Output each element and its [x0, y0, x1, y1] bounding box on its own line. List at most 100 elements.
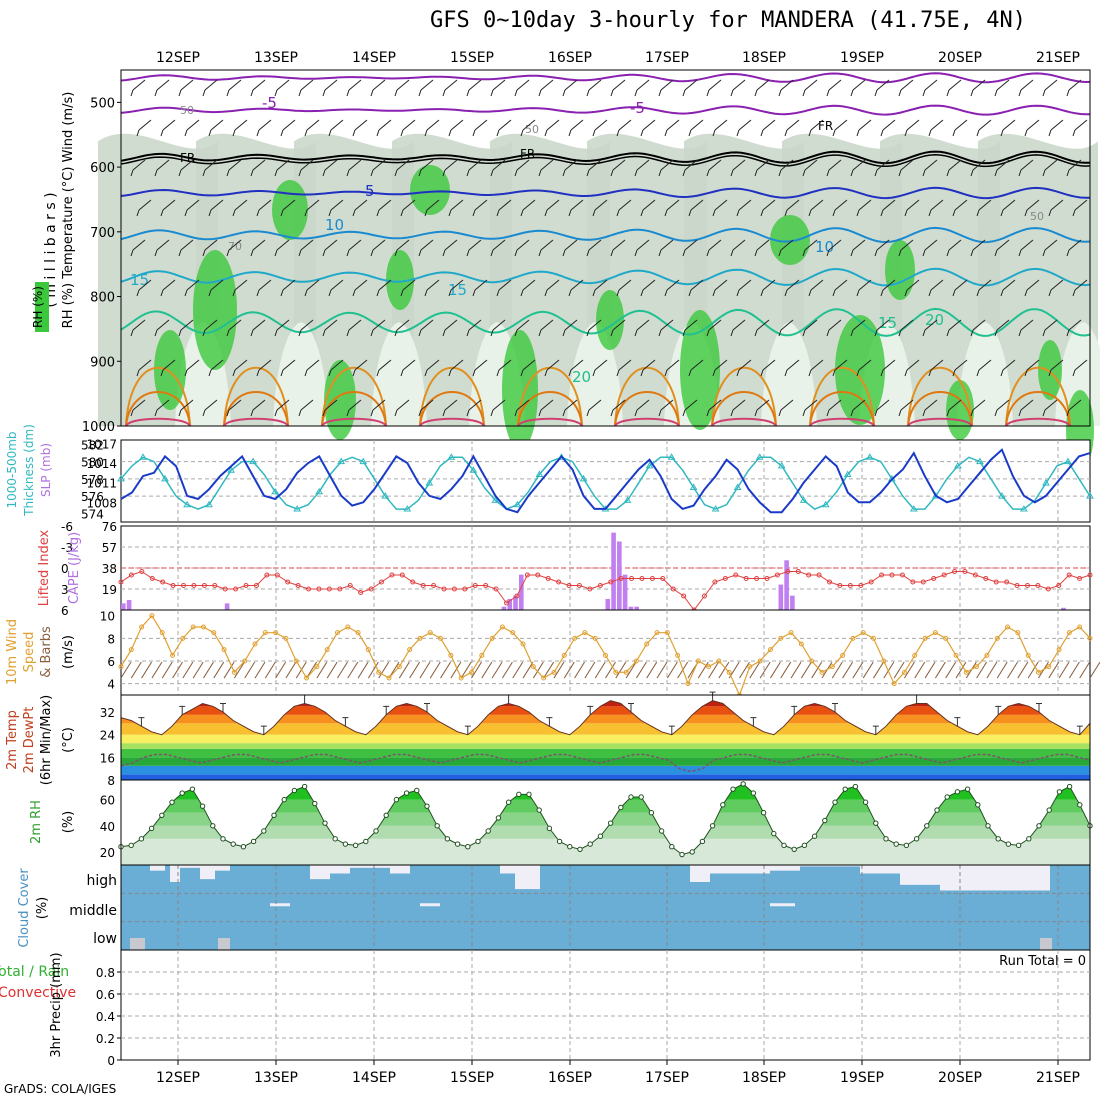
- wind-barb: [514, 159, 530, 177]
- temp-band: [121, 774, 1090, 780]
- p2-right-tick-label: 1017: [86, 437, 117, 451]
- temp-band: [121, 723, 1090, 735]
- surface-wind-barb: [471, 661, 482, 679]
- wind-barb: [826, 239, 842, 257]
- top-date-label: 19SEP: [840, 50, 884, 66]
- top-date-label: 21SEP: [1036, 50, 1080, 66]
- wind-barb: [826, 159, 842, 177]
- rh-humid-region: [680, 310, 720, 430]
- li-marker: [233, 586, 239, 592]
- surface-wind-barb: [501, 661, 513, 679]
- bottom-date-label: 12SEP: [156, 1070, 200, 1086]
- wind-marker: [479, 652, 485, 658]
- cape-bar: [784, 560, 789, 610]
- wind-barb: [160, 279, 176, 297]
- bottom-date-label: 15SEP: [450, 1070, 494, 1086]
- p2-left-tick-label: 580: [81, 456, 104, 470]
- surface-wind-barb: [254, 661, 266, 679]
- contour-label-15: 15: [878, 314, 897, 332]
- surface-wind-barb: [780, 661, 792, 679]
- li-marker: [504, 600, 510, 606]
- surface-wind-barb: [1007, 661, 1018, 679]
- surface-wind-barb: [996, 661, 1008, 679]
- temp-band: [121, 714, 1090, 724]
- wind-barb: [754, 399, 770, 417]
- wind-barb: [850, 319, 866, 337]
- wind-marker: [520, 641, 526, 647]
- wind-barb: [568, 279, 584, 297]
- wind-barb: [538, 399, 554, 417]
- rh-marker: [720, 802, 726, 808]
- p2-right-tick-label: 1014: [86, 457, 117, 471]
- wind-barb: [250, 399, 266, 417]
- wind-barb: [640, 119, 656, 137]
- wind-marker: [881, 658, 887, 664]
- temp-minmax-whisker: [587, 705, 594, 715]
- temp-warm-arch: [1005, 417, 1071, 427]
- p6-ylabel-a: 2m RH: [29, 800, 44, 844]
- wind-barb: [202, 319, 218, 337]
- wind-marker: [242, 658, 248, 664]
- li-marker: [472, 583, 478, 588]
- li-marker: [795, 569, 801, 574]
- wind-barb: [928, 199, 944, 217]
- contour-label-20: 20: [925, 311, 944, 329]
- p3-left-tick-label: -6: [61, 520, 73, 534]
- bottom-date-label: 21SEP: [1036, 1070, 1080, 1086]
- surface-wind-barb: [409, 661, 421, 679]
- thickness-marker: [645, 461, 654, 469]
- wind-barb: [226, 319, 242, 337]
- temp-band: [121, 743, 1090, 749]
- surface-wind-barb: [934, 661, 946, 679]
- rh-marker: [485, 828, 491, 834]
- wind-barb: [232, 359, 248, 377]
- cloud-clear-high: [390, 865, 410, 874]
- wind-marker: [324, 647, 330, 653]
- surface-wind-barb: [563, 661, 575, 679]
- wind-barb: [586, 399, 602, 417]
- rh-marker: [210, 823, 216, 829]
- thickness-marker: [535, 470, 544, 478]
- cloud-clear-high: [215, 865, 230, 871]
- wind-barb: [514, 79, 530, 97]
- top-date-label: 17SEP: [645, 50, 689, 66]
- li-marker: [1077, 576, 1083, 581]
- wind-barb: [178, 319, 194, 337]
- wind-barb: [898, 159, 914, 177]
- wind-barb: [568, 199, 584, 217]
- wind-barb: [184, 279, 200, 297]
- wind-barb: [154, 319, 170, 337]
- surface-wind-barb: [337, 661, 348, 679]
- rh-marker: [607, 820, 614, 826]
- thickness-marker: [667, 453, 676, 460]
- thickness-marker: [513, 500, 522, 508]
- wind-barb: [922, 319, 938, 337]
- temp-minmax-whisker: [383, 705, 390, 715]
- rh-marker: [128, 842, 134, 849]
- surface-wind-barb: [347, 661, 359, 679]
- li-marker: [1056, 583, 1062, 588]
- wind-barb: [1048, 119, 1064, 137]
- li-marker: [608, 579, 614, 585]
- wind-marker: [1066, 630, 1072, 636]
- wind-barb: [586, 79, 602, 97]
- wind-barb: [658, 319, 674, 337]
- wind-barb: [778, 79, 794, 97]
- wind-barb: [730, 239, 746, 257]
- thickness-marker: [1020, 505, 1028, 512]
- li-marker: [816, 572, 822, 578]
- p3-ylabel-li: Lifted Index: [37, 529, 52, 606]
- wind-barb: [538, 239, 554, 257]
- wind-barb: [394, 159, 410, 177]
- p7-ylabel-b: (%): [35, 897, 50, 920]
- wind-barb: [826, 319, 842, 337]
- wind-marker: [675, 652, 681, 658]
- temp-warm-arch: [223, 391, 289, 427]
- wind-barb: [778, 399, 794, 417]
- rh-marker: [342, 841, 349, 847]
- temp-warm-arch: [809, 391, 875, 427]
- wind-marker: [376, 669, 382, 675]
- wind-barb: [256, 279, 272, 297]
- rh-marker: [1077, 802, 1083, 808]
- temp-minmax-whisker: [709, 691, 716, 701]
